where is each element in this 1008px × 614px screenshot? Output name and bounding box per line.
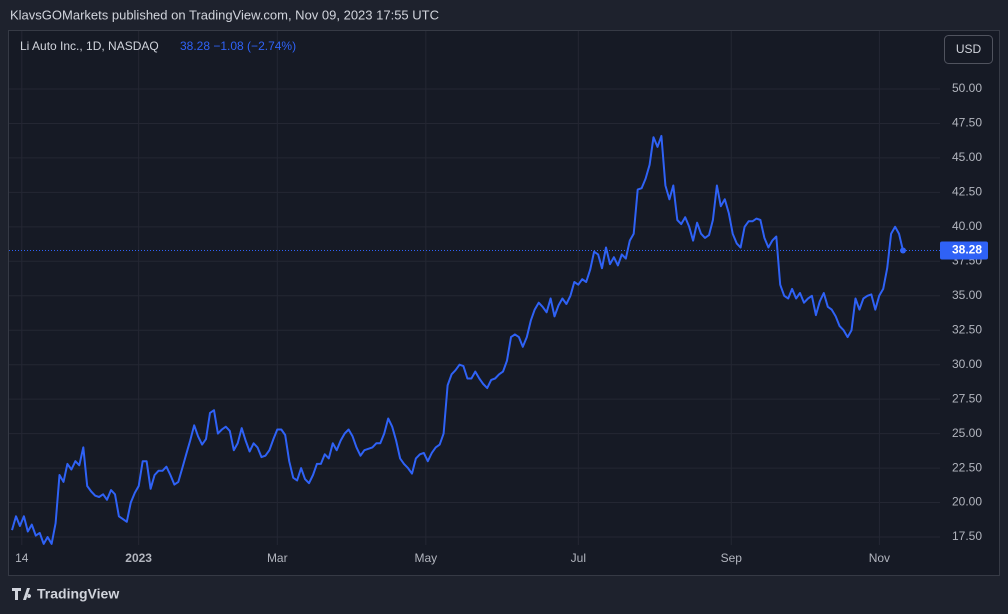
y-tick-label: 27.50 — [952, 391, 982, 405]
y-tick-label: 25.00 — [952, 426, 982, 440]
price-line — [11, 134, 904, 545]
y-tick-label: 17.50 — [952, 529, 982, 543]
brand-logo — [12, 588, 32, 600]
publisher: KlavsGOMarkets published on TradingView.… — [10, 7, 439, 22]
x-tick-label: 14 — [15, 551, 29, 565]
y-tick-label: 20.00 — [952, 495, 982, 509]
x-tick-label: Mar — [267, 551, 288, 565]
currency[interactable]: USD — [956, 42, 982, 56]
y-tick-label: 35.00 — [952, 288, 982, 302]
last-price-tag — [940, 241, 988, 260]
y-tick-label: 45.00 — [952, 150, 982, 164]
last-point — [900, 247, 906, 254]
y-tick-label: 32.50 — [952, 322, 982, 336]
last-price-label: 38.28 — [952, 243, 982, 257]
y-tick-label: 50.00 — [952, 81, 982, 95]
x-tick-label: Sep — [721, 551, 743, 565]
x-tick-label: Jul — [571, 551, 586, 565]
axes: 17.50 20.00 22.50 25.00 27.50 30.00 32.50 35.00… — [15, 81, 988, 565]
brand: TradingView — [37, 586, 119, 602]
plot-area — [9, 134, 940, 545]
y-tick-label: 40.00 — [952, 219, 982, 233]
quote: 38.28 −1.08 (−2.74%) — [180, 39, 296, 53]
y-tick-label: 42.50 — [952, 185, 982, 199]
x-tick-label: 2023 — [125, 551, 152, 565]
chart-title: Li Auto Inc., 1D, NASDAQ — [20, 39, 159, 53]
chart-panel — [8, 30, 1000, 576]
y-tick-label: 47.50 — [952, 116, 982, 130]
y-tick-label: 22.50 — [952, 460, 982, 474]
y-tick-label: 30.00 — [952, 357, 982, 371]
x-tick-label: May — [414, 551, 437, 565]
currency-button[interactable] — [944, 35, 993, 64]
x-tick-label: Nov — [869, 551, 890, 565]
